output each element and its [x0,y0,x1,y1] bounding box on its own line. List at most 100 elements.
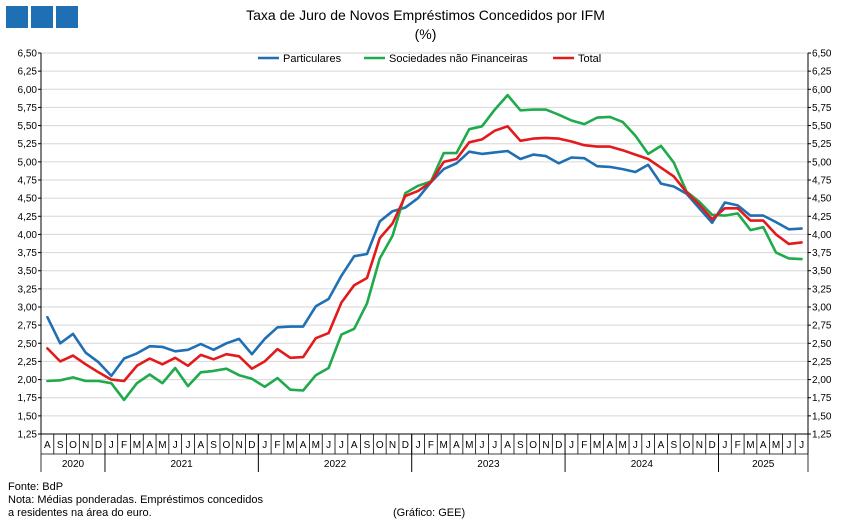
data-point [494,151,497,154]
x-tick-label: M [440,440,448,451]
data-point [263,386,266,389]
data-point [46,316,49,319]
x-tick-label: O [529,440,537,451]
data-point [634,134,637,137]
data-point [736,204,739,207]
x-tick-label: F [121,440,127,451]
data-point [685,191,688,194]
data-point [519,109,522,112]
data-point [788,257,791,260]
y-tick-label-right: 6,50 [812,49,832,60]
data-point [148,357,151,360]
data-point [481,138,484,141]
data-point [596,116,599,119]
data-point [647,158,650,161]
data-point [225,342,228,345]
footer-source: Fonte: BdP [8,481,64,493]
data-point [238,374,241,377]
data-point [391,210,394,213]
data-point [660,166,663,169]
y-tick-label-right: 3,25 [812,284,832,295]
y-tick-label-right: 3,50 [812,266,832,277]
data-point [110,378,113,381]
data-point [340,333,343,336]
footer-note-line1: Nota: Médias ponderadas. Empréstimos con… [8,494,263,506]
y-tick-label-right: 5,00 [812,157,832,168]
y-tick-label-left: 3,25 [18,284,38,295]
x-tick-label: O [222,440,230,451]
data-point [762,219,765,222]
data-point [494,129,497,132]
x-tick-label: M [772,440,780,451]
data-point [673,161,676,164]
x-tick-label: N [82,440,89,451]
chart-title: Taxa de Juro de Novos Empréstimos Conced… [246,7,605,23]
x-tick-label: S [210,440,217,451]
y-tick-label-right: 4,25 [812,212,832,223]
data-point [468,141,471,144]
x-tick-label: S [364,440,371,451]
year-label: 2020 [62,459,85,470]
data-point [366,253,369,256]
y-tick-label-right: 2,50 [812,339,832,350]
data-point [123,357,126,360]
data-point [506,125,509,128]
data-point [800,227,803,230]
data-point [736,207,739,210]
series-line-1 [46,93,803,402]
data-point [557,113,560,116]
x-tick-label: M [465,440,473,451]
data-point [609,116,612,119]
data-point [583,123,586,126]
data-point [673,175,676,178]
data-point [187,385,190,388]
data-point [84,363,87,366]
x-tick-label: S [517,440,524,451]
x-tick-label: O [683,440,691,451]
data-point [238,338,241,341]
x-tick-label: F [735,440,741,451]
data-point [621,149,624,152]
data-point [609,166,612,169]
data-point [494,108,497,111]
data-point [302,356,305,359]
data-point [455,152,458,155]
data-point [762,226,765,229]
data-point [455,162,458,165]
data-point [174,367,177,370]
data-point [302,389,305,392]
x-tick-label: F [428,440,434,451]
x-tick-label: N [696,440,703,451]
y-tick-label-right: 2,75 [812,321,832,332]
data-point [136,365,139,368]
data-point [276,377,279,380]
data-point [72,354,75,357]
data-point [775,221,778,224]
data-point [289,325,292,328]
data-point [698,203,701,206]
y-tick-label-left: 5,75 [18,103,38,114]
x-tick-label: M [593,440,601,451]
data-point [621,168,624,171]
data-point [711,222,714,225]
data-point [749,214,752,217]
data-point [315,337,318,340]
data-point [315,305,318,308]
data-point [417,197,420,200]
y-tick-label-left: 6,50 [18,49,38,60]
data-point [673,185,676,188]
y-tick-label-right: 6,00 [812,85,832,96]
x-tick-label: F [274,440,280,451]
data-point [327,367,330,370]
y-tick-label-left: 4,75 [18,176,38,187]
data-point [225,353,228,356]
y-tick-label-right: 2,00 [812,375,832,386]
data-point [711,214,714,217]
data-point [749,219,752,222]
data-point [148,345,151,348]
data-point [481,153,484,156]
y-tick-label-left: 2,00 [18,375,38,386]
data-point [315,374,318,377]
data-point [621,121,624,124]
data-point [46,347,49,350]
